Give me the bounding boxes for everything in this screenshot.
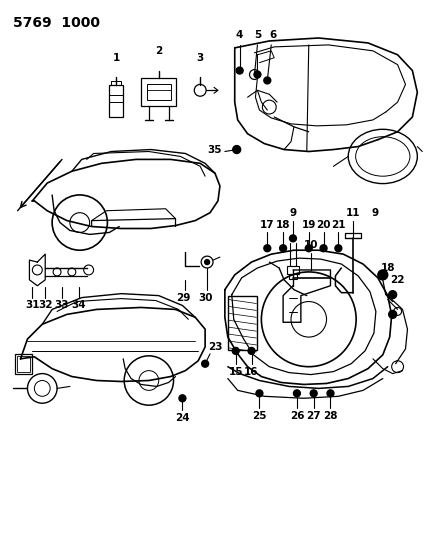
Bar bbox=[15, 354, 32, 374]
Circle shape bbox=[205, 260, 209, 264]
Text: 33: 33 bbox=[55, 301, 69, 311]
Text: 18: 18 bbox=[381, 263, 395, 273]
Text: 10: 10 bbox=[303, 240, 318, 251]
Text: 15: 15 bbox=[229, 367, 243, 377]
Text: 34: 34 bbox=[72, 301, 86, 311]
Circle shape bbox=[389, 310, 397, 318]
Text: 23: 23 bbox=[208, 342, 222, 352]
Circle shape bbox=[256, 390, 263, 397]
Circle shape bbox=[310, 390, 317, 397]
Circle shape bbox=[293, 390, 300, 397]
Bar bbox=[141, 78, 176, 106]
Text: 11: 11 bbox=[346, 208, 360, 217]
Text: 25: 25 bbox=[252, 411, 267, 421]
Text: 17: 17 bbox=[260, 220, 275, 230]
Text: 5769  1000: 5769 1000 bbox=[12, 16, 100, 30]
Text: 27: 27 bbox=[306, 411, 321, 421]
Bar bbox=[109, 85, 123, 117]
Text: 16: 16 bbox=[244, 367, 259, 377]
Bar bbox=[289, 274, 297, 279]
Circle shape bbox=[202, 360, 208, 367]
Circle shape bbox=[232, 348, 239, 354]
Text: 26: 26 bbox=[290, 411, 304, 421]
Circle shape bbox=[264, 77, 271, 84]
Text: 1: 1 bbox=[113, 53, 120, 63]
Bar bbox=[17, 356, 30, 372]
Circle shape bbox=[327, 390, 334, 397]
Text: 3: 3 bbox=[196, 53, 204, 63]
Text: 24: 24 bbox=[175, 413, 190, 423]
Circle shape bbox=[233, 146, 241, 154]
Text: 5: 5 bbox=[254, 30, 261, 40]
Circle shape bbox=[179, 395, 186, 402]
Circle shape bbox=[254, 71, 261, 78]
Bar bbox=[147, 84, 171, 100]
Text: 20: 20 bbox=[316, 220, 331, 230]
Text: 22: 22 bbox=[390, 275, 405, 285]
Text: 9: 9 bbox=[290, 208, 296, 217]
Circle shape bbox=[236, 67, 243, 74]
Circle shape bbox=[378, 270, 388, 280]
Circle shape bbox=[305, 245, 312, 252]
Text: 18: 18 bbox=[276, 220, 290, 230]
Circle shape bbox=[290, 235, 296, 242]
Bar bbox=[228, 296, 257, 350]
Text: 19: 19 bbox=[302, 220, 316, 230]
Text: 2: 2 bbox=[155, 46, 162, 56]
Circle shape bbox=[389, 290, 397, 298]
Text: 35: 35 bbox=[208, 144, 222, 155]
Text: 28: 28 bbox=[323, 411, 338, 421]
Text: 30: 30 bbox=[198, 293, 212, 303]
Circle shape bbox=[248, 348, 255, 354]
Text: 32: 32 bbox=[38, 301, 52, 311]
Bar bbox=[287, 266, 299, 274]
Circle shape bbox=[280, 245, 287, 252]
Circle shape bbox=[335, 245, 342, 252]
Text: 9: 9 bbox=[372, 208, 378, 217]
Text: 29: 29 bbox=[176, 293, 190, 303]
Text: 31: 31 bbox=[25, 301, 39, 311]
Text: 4: 4 bbox=[236, 30, 243, 40]
Text: 21: 21 bbox=[331, 220, 346, 230]
Text: 6: 6 bbox=[269, 30, 277, 40]
Circle shape bbox=[320, 245, 327, 252]
Circle shape bbox=[264, 245, 271, 252]
